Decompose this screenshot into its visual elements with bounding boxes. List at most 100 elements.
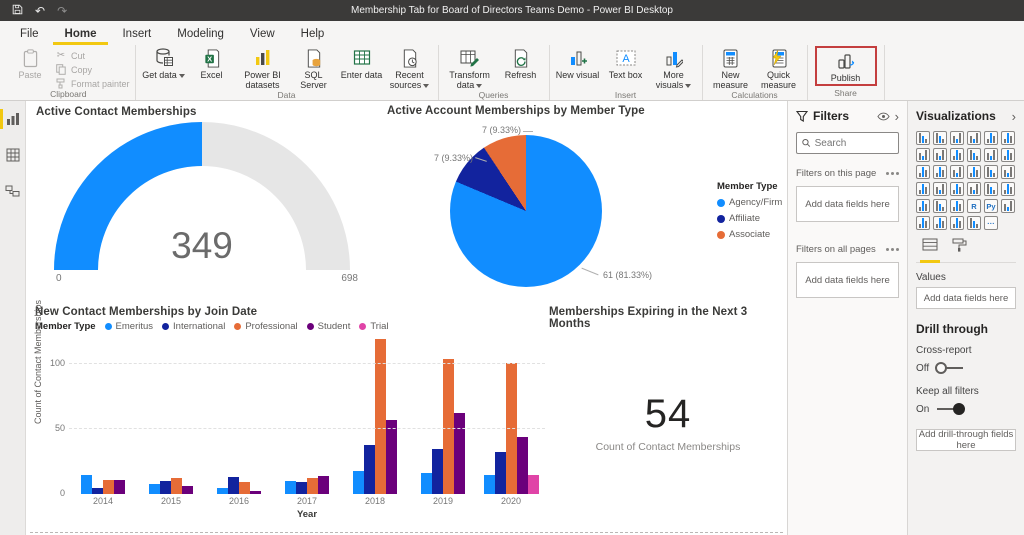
bar-international-2020[interactable] xyxy=(494,452,506,494)
enter-data-button[interactable]: Enter data xyxy=(339,47,385,80)
bar-emeritus-2019[interactable] xyxy=(421,473,432,494)
donut-chart-icon[interactable] xyxy=(984,165,998,179)
bar-trial-2020[interactable] xyxy=(527,474,539,494)
area-chart-icon[interactable] xyxy=(933,148,947,162)
undo-icon[interactable]: ↶ xyxy=(35,3,46,18)
bar-emeritus-2014[interactable] xyxy=(81,474,92,494)
filters-search-box[interactable] xyxy=(796,132,899,154)
stacked-column-chart-icon[interactable] xyxy=(933,131,947,145)
legend-item[interactable]: International xyxy=(162,321,225,332)
filters-all-pages-dropzone[interactable]: Add data fields here xyxy=(796,262,899,298)
legend-item[interactable]: Agency/Firm xyxy=(717,197,782,208)
bar-student-2018[interactable] xyxy=(386,419,397,494)
pie-chart[interactable] xyxy=(450,135,602,287)
filters-search-input[interactable] xyxy=(814,137,893,149)
card-visual[interactable]: Memberships Expiring in the Next 3 Month… xyxy=(545,303,787,531)
bar-international-2016[interactable] xyxy=(228,477,239,494)
pie-visual[interactable]: Active Account Memberships by Member Typ… xyxy=(381,101,787,301)
bar-student-2017[interactable] xyxy=(318,475,329,494)
new-measure-button[interactable]: New measure xyxy=(708,47,754,90)
bar-student-2020[interactable] xyxy=(516,436,528,494)
bar-emeritus-2020[interactable] xyxy=(483,474,495,494)
stacked-bar-chart-icon[interactable] xyxy=(916,131,930,145)
legend-item[interactable]: Professional xyxy=(234,321,298,332)
more-visuals-button[interactable]: More visuals xyxy=(651,47,697,90)
bar-emeritus-2015[interactable] xyxy=(149,483,160,494)
qa-visual-icon[interactable] xyxy=(933,216,947,230)
paste-button[interactable]: Paste xyxy=(7,47,53,80)
keep-all-filters-toggle[interactable] xyxy=(935,403,966,415)
report-view-button[interactable] xyxy=(0,109,25,129)
gauge-visual[interactable]: Active Contact Memberships 349 0 698 xyxy=(31,104,377,300)
tab-home[interactable]: Home xyxy=(52,24,109,45)
shape-map-icon[interactable] xyxy=(950,182,964,196)
legend-item[interactable]: Emeritus xyxy=(104,321,153,332)
legend-item[interactable]: Affiliate xyxy=(717,213,782,224)
scatter-chart-icon[interactable] xyxy=(950,165,964,179)
power-automate-icon[interactable] xyxy=(967,216,981,230)
line-chart-icon[interactable] xyxy=(916,148,930,162)
model-view-button[interactable] xyxy=(0,181,25,201)
tab-help[interactable]: Help xyxy=(300,28,325,40)
bar-student-2014[interactable] xyxy=(114,479,125,494)
power-bi-datasets-button[interactable]: Power BI datasets xyxy=(237,47,289,90)
filters-page-dropzone[interactable]: Add data fields here xyxy=(796,186,899,222)
tab-file[interactable]: File xyxy=(20,28,39,40)
bar-student-2016[interactable] xyxy=(250,491,261,494)
get-data-button[interactable]: Get data xyxy=(141,47,187,80)
bar-international-2019[interactable] xyxy=(432,448,443,494)
sql-server-button[interactable]: SQL Server xyxy=(291,47,337,90)
transform-data-button[interactable]: Transform data xyxy=(444,47,496,90)
data-view-button[interactable] xyxy=(0,145,25,165)
paginated-report-icon[interactable] xyxy=(1001,199,1015,213)
bar-professional-2019[interactable] xyxy=(443,358,454,494)
treemap-icon[interactable] xyxy=(1001,165,1015,179)
more-options-icon[interactable] xyxy=(886,172,889,175)
hundred-percent-stacked-column-chart-icon[interactable] xyxy=(1001,131,1015,145)
key-influencers-icon[interactable] xyxy=(916,216,930,230)
more-visuals-icon[interactable]: ··· xyxy=(984,216,998,230)
tab-view[interactable]: View xyxy=(249,28,275,40)
quick-measure-button[interactable]: Quick measure xyxy=(756,47,802,90)
legend-item[interactable]: Student xyxy=(306,321,350,332)
more-options-icon[interactable] xyxy=(886,248,889,251)
bar-student-2015[interactable] xyxy=(182,486,193,494)
card-icon[interactable] xyxy=(967,182,981,196)
drill-through-dropzone[interactable]: Add drill-through fields here xyxy=(916,429,1016,451)
cross-report-toggle[interactable] xyxy=(935,362,965,374)
recent-sources-button[interactable]: Recent sources xyxy=(387,47,433,90)
hundred-percent-stacked-bar-chart-icon[interactable] xyxy=(984,131,998,145)
stacked-area-chart-icon[interactable] xyxy=(950,148,964,162)
bar-professional-2018[interactable] xyxy=(375,339,386,494)
collapse-pane-icon[interactable]: › xyxy=(1011,108,1016,124)
waterfall-chart-icon[interactable] xyxy=(916,165,930,179)
bar-professional-2015[interactable] xyxy=(171,478,182,494)
format-painter-button[interactable]: Format painter xyxy=(55,78,130,89)
funnel-chart-icon[interactable] xyxy=(933,165,947,179)
tab-insert[interactable]: Insert xyxy=(122,28,152,40)
decomposition-tree-icon[interactable] xyxy=(950,216,964,230)
collapse-pane-icon[interactable]: › xyxy=(894,108,899,124)
tab-modeling[interactable]: Modeling xyxy=(177,28,224,40)
eye-icon[interactable] xyxy=(877,112,890,121)
excel-button[interactable]: X Excel xyxy=(189,47,235,80)
bar-international-2015[interactable] xyxy=(160,481,171,494)
format-pane-tab[interactable] xyxy=(952,238,967,259)
publish-button[interactable]: Publish xyxy=(823,50,869,83)
map-icon[interactable] xyxy=(916,182,930,196)
text-box-button[interactable]: A Text box xyxy=(603,47,649,80)
copy-button[interactable]: Copy xyxy=(55,64,130,75)
bar-international-2017[interactable] xyxy=(296,482,307,494)
slicer-icon[interactable] xyxy=(916,199,930,213)
line-and-stacked-column-chart-icon[interactable] xyxy=(967,148,981,162)
save-icon[interactable] xyxy=(12,4,23,18)
bar-international-2014[interactable] xyxy=(92,487,103,494)
bar-professional-2014[interactable] xyxy=(103,479,114,494)
cut-button[interactable]: ✂ Cut xyxy=(56,50,86,61)
legend-item[interactable]: Associate xyxy=(717,229,782,240)
pie-chart-icon[interactable] xyxy=(967,165,981,179)
line-and-clustered-column-chart-icon[interactable] xyxy=(984,148,998,162)
bar-emeritus-2018[interactable] xyxy=(353,470,364,494)
new-visual-button[interactable]: New visual xyxy=(555,47,601,80)
multi-row-card-icon[interactable] xyxy=(984,182,998,196)
